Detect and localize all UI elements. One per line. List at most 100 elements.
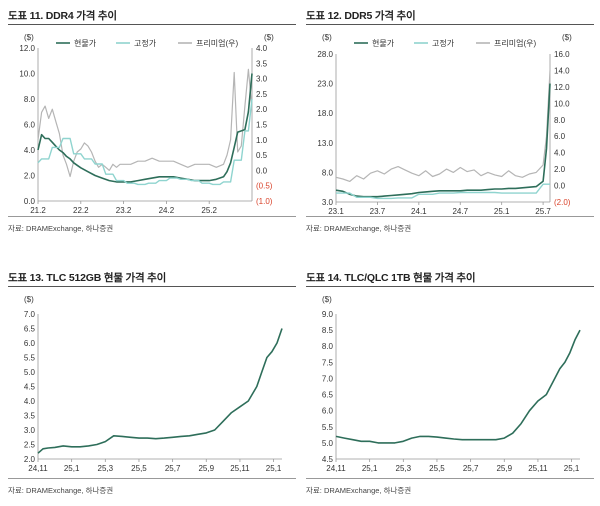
y-tick-label: 8.5	[322, 326, 334, 335]
x-tick-label: 25,11	[528, 464, 548, 473]
y2-tick-label: (2.0)	[554, 198, 571, 207]
legend-label: 고정가	[134, 38, 157, 48]
series-line-spot	[37, 328, 283, 454]
x-tick-label: 25,1	[362, 464, 378, 473]
y2-tick-label: (0.5)	[256, 182, 273, 191]
y-tick-label: 8.0	[24, 95, 36, 104]
y2-tick-label: 8.0	[554, 116, 566, 125]
y-tick-label: 23.0	[317, 80, 333, 89]
series-line-contract	[336, 183, 550, 200]
ddr5-line-chart: ($) ($) 3.0 8.0 13.0 18.0 23.0 28.0 (2.0) 0.0 2.0 4…	[317, 33, 572, 216]
x-tick-label: 21.2	[30, 206, 46, 215]
legend-label: 현물가	[372, 39, 395, 48]
y2-tick-label: 0.5	[256, 151, 268, 160]
y2-tick-label: 2.5	[256, 90, 268, 99]
x-tick-label: 25,7	[165, 464, 181, 473]
y-tick-label: 4.0	[24, 146, 36, 155]
y2-tick-label: 3.0	[256, 75, 268, 84]
legend-label: 현물가	[74, 39, 97, 48]
x-tick-label: 24.7	[452, 207, 468, 216]
y-tick-label: 7.0	[322, 374, 334, 383]
x-tick-label: 23.2	[116, 206, 132, 215]
chart-title: 도표 12. DDR5 가격 추이	[306, 10, 416, 22]
x-tick-label: 23.7	[370, 207, 386, 216]
x-tick-label: 25,3	[396, 464, 412, 473]
y-tick-label: 2.5	[24, 441, 36, 450]
source-divider	[306, 478, 594, 479]
y-tick-label: 5.5	[322, 423, 334, 432]
right-unit-label: ($)	[562, 33, 572, 42]
y-tick-label: 5.0	[24, 368, 36, 377]
chart-title: 도표 11. DDR4 가격 추이	[8, 10, 117, 22]
x-tick-label: 23.1	[328, 207, 344, 216]
x-tick-label: 25,1	[266, 464, 282, 473]
y2-tick-label: 1.0	[256, 136, 268, 145]
y2-tick-label: 4.0	[256, 44, 268, 53]
y-tick-label: 8.0	[322, 342, 334, 351]
left-unit-label: ($)	[24, 33, 34, 42]
y2-tick-label: 6.0	[554, 132, 566, 141]
chart-panel-ddr4: 도표 11. DDR4 가격 추이 ($) ($) 0.0 2.0 4.0 6.0 8.0 1…	[8, 0, 296, 244]
chart-panel-tlc-qlc-1tb: 도표 14. TLC/QLC 1TB 현물 가격 추이 ($) 4.5 5.0 5.5…	[306, 262, 594, 506]
y2-tick-label: 2.0	[554, 165, 566, 174]
x-tick-label: 24.2	[159, 206, 175, 215]
tlc-512gb-line-chart: ($) 2.0 2.5 3.0 3.5 4.0 4.5 5.0 5.5 6.0 6.5 7.0 24,1…	[24, 295, 283, 473]
left-unit-label: ($)	[24, 295, 34, 304]
title-divider	[306, 286, 594, 287]
y-tick-label: 6.0	[24, 121, 36, 130]
y-tick-label: 2.0	[24, 455, 36, 464]
y-tick-label: 12.0	[19, 44, 35, 53]
y2-tick-label: 0.0	[256, 166, 268, 175]
y-tick-label: 3.0	[24, 426, 36, 435]
x-tick-label: 25,9	[198, 464, 214, 473]
y2-tick-label: 3.5	[256, 59, 268, 68]
y-tick-label: 6.0	[322, 407, 334, 416]
chart-panel-ddr5: 도표 12. DDR5 가격 추이 ($) ($) 3.0 8.0 13.0 18.0 23…	[306, 0, 594, 244]
y2-tick-label: 4.0	[554, 149, 566, 158]
chart-title: 도표 13. TLC 512GB 현물 가격 추이	[8, 272, 167, 284]
y-tick-label: 5.5	[24, 354, 36, 363]
x-tick-label: 25,5	[429, 464, 445, 473]
title-divider	[8, 286, 296, 287]
source-divider	[306, 216, 594, 217]
right-unit-label: ($)	[264, 33, 274, 42]
y-tick-label: 4.5	[322, 455, 334, 464]
y-tick-label: 3.5	[24, 412, 36, 421]
x-tick-label: 24,11	[28, 464, 48, 473]
y-tick-label: 10.0	[19, 70, 35, 79]
x-tick-label: 25.2	[201, 206, 217, 215]
y-tick-label: 0.0	[24, 197, 36, 206]
chart-title: 도표 14. TLC/QLC 1TB 현물 가격 추이	[306, 272, 476, 284]
series-line-premium	[335, 70, 551, 182]
x-tick-label: 25,11	[230, 464, 250, 473]
y-tick-label: 5.0	[322, 439, 334, 448]
y-tick-label: 28.0	[317, 50, 333, 59]
series-line-premium	[37, 68, 253, 178]
x-tick-label: 25,1	[64, 464, 80, 473]
tlc-qlc-1tb-line-chart: ($) 4.5 5.0 5.5 6.0 6.5 7.0 7.5 8.0 8.5 9.0 24,11 25…	[322, 295, 581, 473]
title-divider	[306, 24, 594, 25]
source-text: 자료: DRAMExchange, 하나증권	[8, 224, 114, 233]
y2-tick-label: 1.5	[256, 121, 268, 130]
source-text: 자료: DRAMExchange, 하나증권	[8, 486, 114, 495]
y-tick-label: 4.5	[24, 383, 36, 392]
y-tick-label: 3.0	[322, 198, 334, 207]
y2-tick-label: 12.0	[554, 83, 570, 92]
y2-tick-label: 14.0	[554, 66, 570, 75]
source-divider	[8, 216, 296, 217]
y-tick-label: 7.0	[24, 310, 36, 319]
x-tick-label: 25,3	[98, 464, 114, 473]
y-tick-label: 7.5	[322, 358, 334, 367]
y-tick-label: 2.0	[24, 172, 36, 181]
left-unit-label: ($)	[322, 295, 332, 304]
y-tick-label: 18.0	[317, 109, 333, 118]
y-tick-label: 8.0	[322, 168, 334, 177]
y-tick-label: 6.5	[322, 391, 334, 400]
series-line-spot	[335, 83, 551, 198]
source-divider	[8, 478, 296, 479]
y-tick-label: 6.0	[24, 339, 36, 348]
y2-tick-label: (1.0)	[256, 197, 273, 206]
x-tick-label: 25.7	[535, 207, 551, 216]
y-tick-label: 13.0	[317, 139, 333, 148]
y2-tick-label: 10.0	[554, 99, 570, 108]
